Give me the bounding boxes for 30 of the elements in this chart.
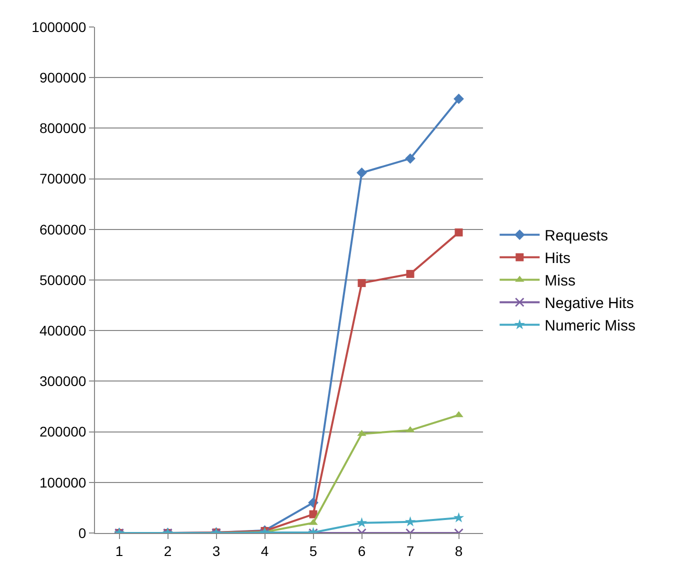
y-tick-label: 200000 <box>39 424 86 440</box>
y-tick-label: 300000 <box>39 373 86 390</box>
y-tick-label: 900000 <box>39 70 86 86</box>
y-tick-label: 0 <box>78 524 86 541</box>
y-tick-label: 400000 <box>39 322 86 338</box>
x-tick-label: 6 <box>358 542 366 559</box>
point <box>405 153 416 164</box>
point <box>358 279 366 288</box>
x-tick-label: 4 <box>260 542 269 559</box>
point <box>356 168 367 178</box>
legend-label: Negative Hits <box>544 295 634 312</box>
x-tick-label: 2 <box>164 542 172 559</box>
x-tick-label: 1 <box>115 542 124 559</box>
y-tick-label: 100000 <box>39 474 86 490</box>
y-tick-label: 800000 <box>39 120 86 136</box>
legend-label: Hits <box>544 250 570 268</box>
x-tick-label: 8 <box>454 542 463 559</box>
x-tick-label: 7 <box>406 542 414 559</box>
legend-label: Requests <box>544 228 608 245</box>
x-tick-label: 5 <box>309 542 318 559</box>
y-tick-label: 500000 <box>39 272 86 288</box>
point <box>406 270 414 278</box>
y-tick-label: 600000 <box>39 221 86 238</box>
legend-label: Numeric Miss <box>544 318 636 335</box>
y-tick-label: 1000000 <box>32 18 86 35</box>
x-tick-label: 3 <box>212 542 220 559</box>
point <box>454 94 464 104</box>
point <box>454 228 463 236</box>
legend-label: Miss <box>544 272 576 290</box>
y-tick-label: 700000 <box>39 170 86 187</box>
